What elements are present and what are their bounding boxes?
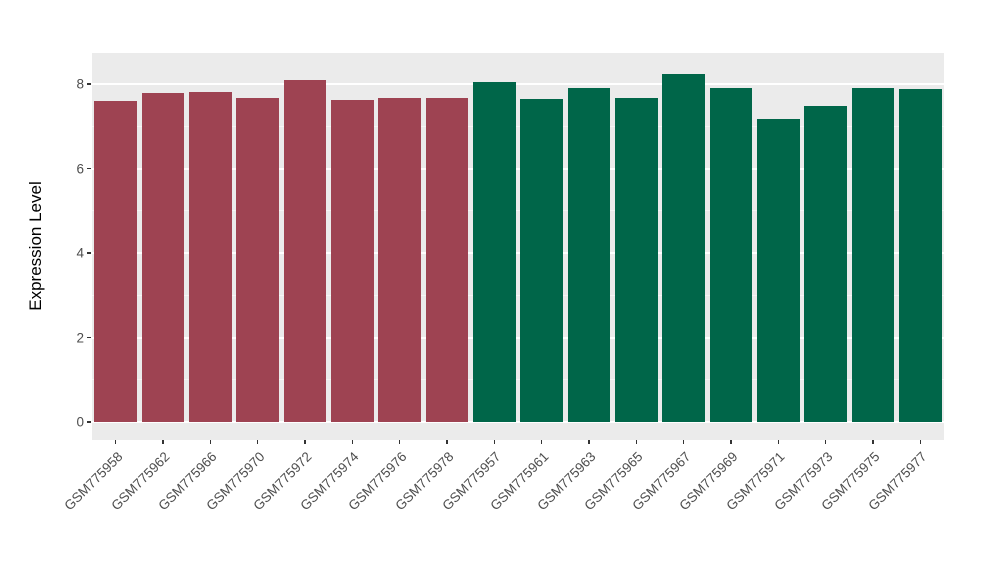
gridline-minor (92, 294, 944, 296)
y-tick-mark (87, 421, 91, 423)
bar-GSM775958 (94, 100, 137, 422)
bar-GSM775974 (331, 100, 374, 422)
gridline-minor (92, 379, 944, 381)
y-tick-mark (87, 252, 91, 254)
gridline-minor (92, 125, 944, 127)
x-tick-label: GSM775965 (581, 449, 646, 514)
x-tick-mark (635, 440, 638, 444)
y-tick-label: 8 (76, 76, 84, 92)
x-tick-label: GSM775962 (108, 449, 173, 514)
bar-GSM775966 (189, 92, 232, 422)
x-tick-mark (588, 440, 590, 444)
x-tick-mark (872, 440, 874, 444)
gridline-major (92, 252, 944, 254)
bar-GSM775976 (378, 97, 421, 422)
x-tick-mark (398, 440, 401, 444)
x-tick-mark (162, 440, 164, 444)
x-tick-label: GSM775969 (676, 449, 741, 514)
x-tick-label: GSM775973 (771, 449, 836, 514)
gridline-major (92, 167, 944, 170)
x-tick-label: GSM775972 (250, 449, 315, 514)
x-tick-label: GSM775976 (345, 449, 410, 514)
x-tick-label: GSM775961 (487, 449, 552, 514)
y-tick-label: 0 (76, 414, 84, 430)
x-tick-label: GSM775971 (723, 449, 788, 514)
x-tick-mark (304, 440, 306, 444)
bar-GSM775965 (615, 97, 658, 422)
x-tick-mark (351, 440, 354, 444)
x-tick-mark (730, 440, 732, 444)
bar-GSM775957 (473, 81, 516, 422)
x-tick-label: GSM775977 (865, 449, 930, 514)
x-tick-mark (682, 440, 685, 444)
x-tick-label: GSM775978 (392, 449, 457, 514)
x-tick-mark (919, 440, 922, 444)
bar-GSM775971 (757, 119, 800, 422)
bar-GSM775973 (804, 105, 847, 422)
x-tick-label: GSM775970 (203, 449, 268, 514)
x-tick-mark (493, 440, 496, 444)
bar-GSM775975 (851, 87, 895, 422)
gridline-minor (92, 210, 944, 212)
x-tick-label: GSM775974 (297, 449, 362, 514)
y-tick-label: 2 (76, 330, 84, 345)
gridline-major (92, 336, 944, 339)
bar-GSM775963 (567, 87, 611, 422)
y-tick-mark (87, 336, 91, 339)
x-tick-label: GSM775963 (534, 449, 599, 514)
bar-GSM775961 (520, 98, 563, 422)
x-tick-label: GSM775975 (818, 449, 883, 514)
x-tick-mark (824, 440, 827, 444)
y-tick-mark (87, 83, 91, 85)
gridline-major (92, 83, 944, 85)
x-tick-mark (114, 440, 117, 444)
x-tick-label: GSM775957 (439, 449, 504, 514)
y-tick-label: 4 (76, 245, 84, 261)
x-tick-mark (777, 440, 780, 444)
x-tick-label: GSM775967 (629, 449, 694, 514)
bar-GSM775977 (899, 88, 942, 422)
bar-GSM775969 (709, 87, 753, 422)
x-tick-mark (540, 440, 543, 444)
x-tick-label: GSM775966 (155, 449, 220, 514)
bar-GSM775978 (425, 97, 469, 422)
x-tick-mark (256, 440, 259, 444)
bar-GSM775972 (283, 80, 327, 422)
x-tick-label: GSM775958 (61, 449, 126, 514)
x-tick-mark (446, 440, 448, 444)
bar-GSM775967 (662, 73, 705, 422)
plot-panel (92, 53, 944, 440)
x-tick-mark (209, 440, 212, 444)
bar-GSM775970 (236, 97, 279, 422)
y-tick-label: 6 (76, 161, 84, 176)
y-tick-mark (87, 167, 91, 170)
y-axis-title: Expression Level (26, 181, 45, 311)
bar-GSM775962 (141, 93, 185, 422)
gridline-major (92, 421, 944, 423)
